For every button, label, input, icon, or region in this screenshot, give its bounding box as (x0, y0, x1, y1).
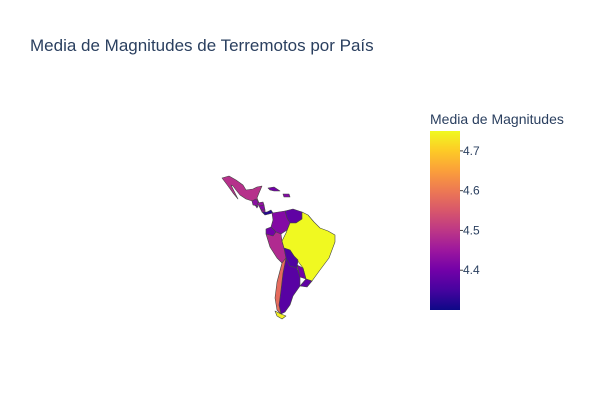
region-cuba[interactable] (267, 186, 281, 192)
colorbar-tick-label: 4.4 (463, 263, 480, 277)
colorbar-title: Media de Magnitudes (430, 111, 564, 127)
map-latin-america (221, 175, 336, 320)
region-peru[interactable] (265, 231, 287, 264)
region-uruguay[interactable] (299, 278, 313, 288)
chart-title: Media de Magnitudes de Terremotos por Pa… (30, 36, 374, 55)
region-tierra-del-fuego[interactable] (274, 310, 287, 320)
colorbar-tick-label: 4.7 (463, 144, 480, 158)
region-colombia[interactable] (270, 210, 291, 235)
region-chile[interactable] (274, 257, 287, 315)
colorbar-gradient (430, 131, 460, 310)
region-el-salvador[interactable] (254, 204, 259, 209)
region-nicaragua[interactable] (258, 204, 266, 211)
colorbar-tick-label: 4.5 (463, 223, 480, 237)
region-hispaniola[interactable] (282, 193, 291, 198)
colorbar: Media de Magnitudes 4.4 4.5 4.6 4.7 (430, 111, 564, 310)
colorbar-tick-label: 4.6 (463, 184, 480, 198)
